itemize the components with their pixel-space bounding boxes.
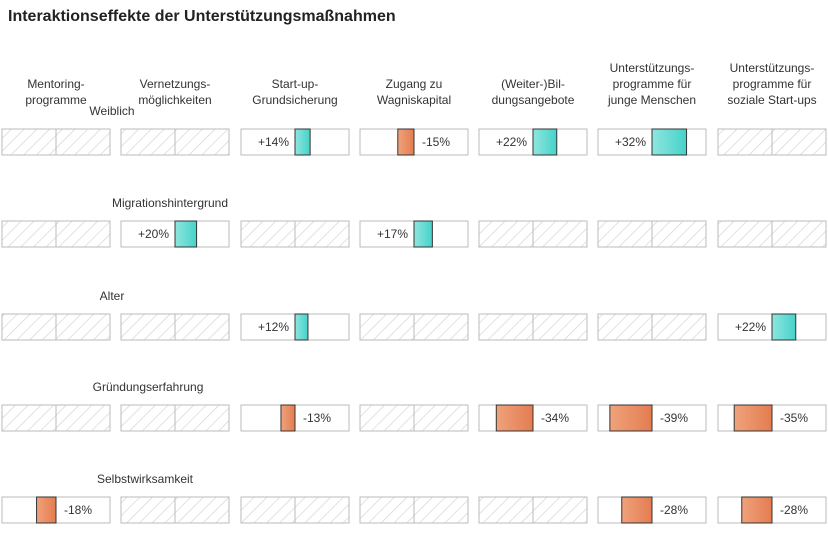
row-header: Weiblich <box>89 104 134 118</box>
row-header: Migrationshintergrund <box>112 196 228 210</box>
chart-cell: +20% <box>120 220 230 248</box>
chart-cell <box>1 128 111 156</box>
chart-cell <box>1 313 111 341</box>
value-label: -39% <box>660 411 688 425</box>
chart-cell <box>359 496 469 524</box>
chart-cell <box>1 404 111 432</box>
chart-cell: -39% <box>597 404 707 432</box>
positive-bar <box>413 220 433 248</box>
negative-bar <box>397 128 415 156</box>
value-label: -28% <box>660 503 688 517</box>
value-label: +32% <box>615 135 646 149</box>
column-header: Unterstützungs-programme für soziale Star… <box>727 61 816 107</box>
chart-cell: +17% <box>359 220 469 248</box>
chart-cell <box>478 313 588 341</box>
negative-bar <box>741 496 773 524</box>
negative-bar <box>621 496 653 524</box>
chart-cell: -35% <box>717 404 827 432</box>
chart-cell: +22% <box>478 128 588 156</box>
column-header-line: möglichkeiten <box>138 93 211 107</box>
negative-bar <box>280 404 296 432</box>
row-header: Gründungserfahrung <box>93 380 204 394</box>
chart-cell: -28% <box>717 496 827 524</box>
value-label: +22% <box>496 135 527 149</box>
row-header: Selbstwirksamkeit <box>97 472 194 486</box>
column-header-line: Zugang zu <box>386 77 443 91</box>
column-header: Mentoring-programme <box>25 77 87 107</box>
chart-cell <box>120 404 230 432</box>
chart-cell <box>120 313 230 341</box>
chart-cell: -18% <box>1 496 111 524</box>
column-header-line: programme <box>25 93 87 107</box>
value-label: -13% <box>303 411 331 425</box>
column-header-line: programme für <box>733 77 812 91</box>
value-label: -34% <box>541 411 569 425</box>
column-header-line: programme für <box>613 77 692 91</box>
negative-bar <box>36 496 57 524</box>
chart-cell <box>359 404 469 432</box>
column-header-line: Mentoring- <box>27 77 84 91</box>
chart-cell <box>597 313 707 341</box>
chart-cell <box>120 128 230 156</box>
value-label: -28% <box>780 503 808 517</box>
value-label: -18% <box>64 503 92 517</box>
column-header-line: soziale Start-ups <box>727 93 816 107</box>
positive-bar <box>294 128 311 156</box>
chart-cell <box>120 496 230 524</box>
chart-cell <box>717 220 827 248</box>
column-header-line: Grundsicherung <box>252 93 337 107</box>
chart-cell <box>478 220 588 248</box>
negative-bar <box>495 404 534 432</box>
chart-cell: -15% <box>359 128 469 156</box>
column-header-line: (Weiter-)Bil- <box>501 77 565 91</box>
positive-bar <box>651 128 688 156</box>
chart-title: Interaktionseffekte der Unterstützungsma… <box>8 8 396 25</box>
column-header-line: Unterstützungs- <box>730 61 815 75</box>
chart-cell: -13% <box>240 404 350 432</box>
chart-cell: +14% <box>240 128 350 156</box>
value-label: -35% <box>780 411 808 425</box>
column-header-line: Unterstützungs- <box>610 61 695 75</box>
column-header-line: Wagniskapital <box>377 93 451 107</box>
chart-cell <box>597 220 707 248</box>
column-header-line: dungsangebote <box>492 93 575 107</box>
negative-bar <box>609 404 653 432</box>
chart-cell <box>1 220 111 248</box>
value-label: +20% <box>138 227 169 241</box>
chart-cell <box>240 220 350 248</box>
chart-cell <box>359 313 469 341</box>
column-header: Zugang zu Wagniskapital <box>377 77 451 107</box>
chart-cell: -28% <box>597 496 707 524</box>
negative-bar <box>733 404 773 432</box>
chart-cell: +12% <box>240 313 350 341</box>
value-label: +22% <box>735 320 766 334</box>
column-header: Unterstützungs-programme für junge Mensch… <box>607 61 696 107</box>
chart-cell <box>240 496 350 524</box>
chart-cell: +32% <box>597 128 707 156</box>
chart-cell <box>717 128 827 156</box>
column-header-line: Start-up- <box>272 77 319 91</box>
positive-bar <box>771 313 797 341</box>
chart-cell: +22% <box>717 313 827 341</box>
column-header-line: Vernetzungs- <box>140 77 211 91</box>
positive-bar <box>532 128 558 156</box>
column-header: Vernetzungs-möglichkeiten <box>138 77 211 107</box>
chart-cell <box>478 496 588 524</box>
positive-bar <box>294 313 309 341</box>
positive-bar <box>174 220 198 248</box>
chart-cell: -34% <box>478 404 588 432</box>
value-label: +14% <box>258 135 289 149</box>
column-header: (Weiter-)Bil-dungsangebote <box>492 77 575 107</box>
value-label: -15% <box>422 135 450 149</box>
value-label: +12% <box>258 320 289 334</box>
row-header: Alter <box>100 289 125 303</box>
column-header-line: junge Menschen <box>607 93 696 107</box>
column-header: Start-up- Grundsicherung <box>252 77 337 107</box>
value-label: +17% <box>377 227 408 241</box>
